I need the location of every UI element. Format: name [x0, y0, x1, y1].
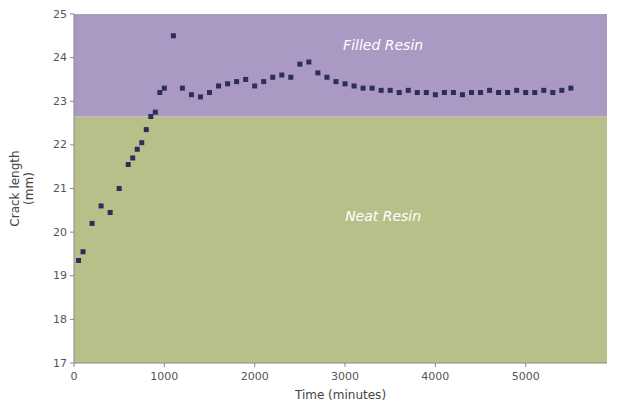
- point: [157, 90, 162, 95]
- x-tick: [164, 363, 165, 367]
- y-tick-label: 20: [53, 226, 67, 239]
- y-tick: [70, 101, 74, 102]
- point: [315, 70, 320, 75]
- point: [568, 86, 573, 91]
- y-tick-label: 21: [53, 182, 67, 195]
- point: [81, 249, 86, 254]
- y-tick: [70, 275, 74, 276]
- x-tick-label: 0: [71, 370, 78, 383]
- y-tick: [70, 188, 74, 189]
- point: [135, 147, 140, 152]
- x-tick: [345, 363, 346, 367]
- point: [370, 86, 375, 91]
- point: [189, 92, 194, 97]
- x-axis: [74, 363, 607, 364]
- point: [99, 203, 104, 208]
- y-tick: [70, 232, 74, 233]
- point: [352, 83, 357, 88]
- point: [424, 90, 429, 95]
- y-tick-label: 17: [53, 357, 67, 370]
- y-tick-label: 19: [53, 269, 67, 282]
- point: [361, 86, 366, 91]
- region: [74, 117, 607, 363]
- x-tick: [435, 363, 436, 367]
- y-tick: [70, 363, 74, 364]
- point: [388, 88, 393, 93]
- point: [171, 33, 176, 38]
- point: [225, 81, 230, 86]
- point: [148, 114, 153, 119]
- point: [198, 94, 203, 99]
- point: [270, 75, 275, 80]
- point: [541, 88, 546, 93]
- y-tick: [70, 319, 74, 320]
- point: [415, 90, 420, 95]
- point: [243, 77, 248, 82]
- point: [532, 90, 537, 95]
- point: [460, 92, 465, 97]
- point: [76, 258, 81, 263]
- y-tick-label: 23: [53, 95, 67, 108]
- point: [487, 88, 492, 93]
- point: [559, 88, 564, 93]
- point: [144, 127, 149, 132]
- point: [324, 75, 329, 80]
- chart: Neat Resin Filled Resin 0 1000 2000 3000 4000 5…: [0, 0, 623, 409]
- point: [433, 92, 438, 97]
- point: [117, 186, 122, 191]
- x-tick-label: 3000: [331, 370, 359, 383]
- y-tick-label: 18: [53, 313, 67, 326]
- point: [306, 59, 311, 64]
- region-label: Neat Resin: [345, 208, 421, 224]
- point: [162, 86, 167, 91]
- point: [379, 88, 384, 93]
- point: [333, 79, 338, 84]
- point: [216, 83, 221, 88]
- point: [234, 79, 239, 84]
- x-tick: [525, 363, 526, 367]
- point: [126, 162, 131, 167]
- region-label: Filled Resin: [343, 37, 423, 53]
- point: [523, 90, 528, 95]
- y-tick: [70, 14, 74, 15]
- x-tick-label: 4000: [421, 370, 449, 383]
- point: [108, 210, 113, 215]
- region: [74, 14, 607, 117]
- point: [297, 62, 302, 67]
- point: [496, 90, 501, 95]
- point: [406, 88, 411, 93]
- point: [130, 155, 135, 160]
- point: [279, 73, 284, 78]
- point: [288, 75, 293, 80]
- x-tick-label: 1000: [150, 370, 178, 383]
- x-tick-label: 2000: [241, 370, 269, 383]
- point: [397, 90, 402, 95]
- y-tick-label: 22: [53, 138, 67, 151]
- point: [180, 86, 185, 91]
- y-axis-label: Crack length(mm): [8, 150, 36, 226]
- point: [469, 90, 474, 95]
- plot-area: [74, 14, 607, 363]
- y-tick: [70, 57, 74, 58]
- y-tick-label: 25: [53, 8, 67, 21]
- y-tick-label: 24: [53, 51, 67, 64]
- point: [252, 83, 257, 88]
- point: [139, 140, 144, 145]
- point: [505, 90, 510, 95]
- point: [153, 110, 158, 115]
- point: [261, 79, 266, 84]
- point: [207, 90, 212, 95]
- y-tick: [70, 144, 74, 145]
- x-axis-label: Time (minutes): [294, 388, 386, 402]
- point: [478, 90, 483, 95]
- point: [550, 90, 555, 95]
- point: [343, 81, 348, 86]
- point: [442, 90, 447, 95]
- point: [514, 88, 519, 93]
- point: [451, 90, 456, 95]
- x-tick: [254, 363, 255, 367]
- x-tick: [74, 363, 75, 367]
- x-tick-label: 5000: [512, 370, 540, 383]
- point: [90, 221, 95, 226]
